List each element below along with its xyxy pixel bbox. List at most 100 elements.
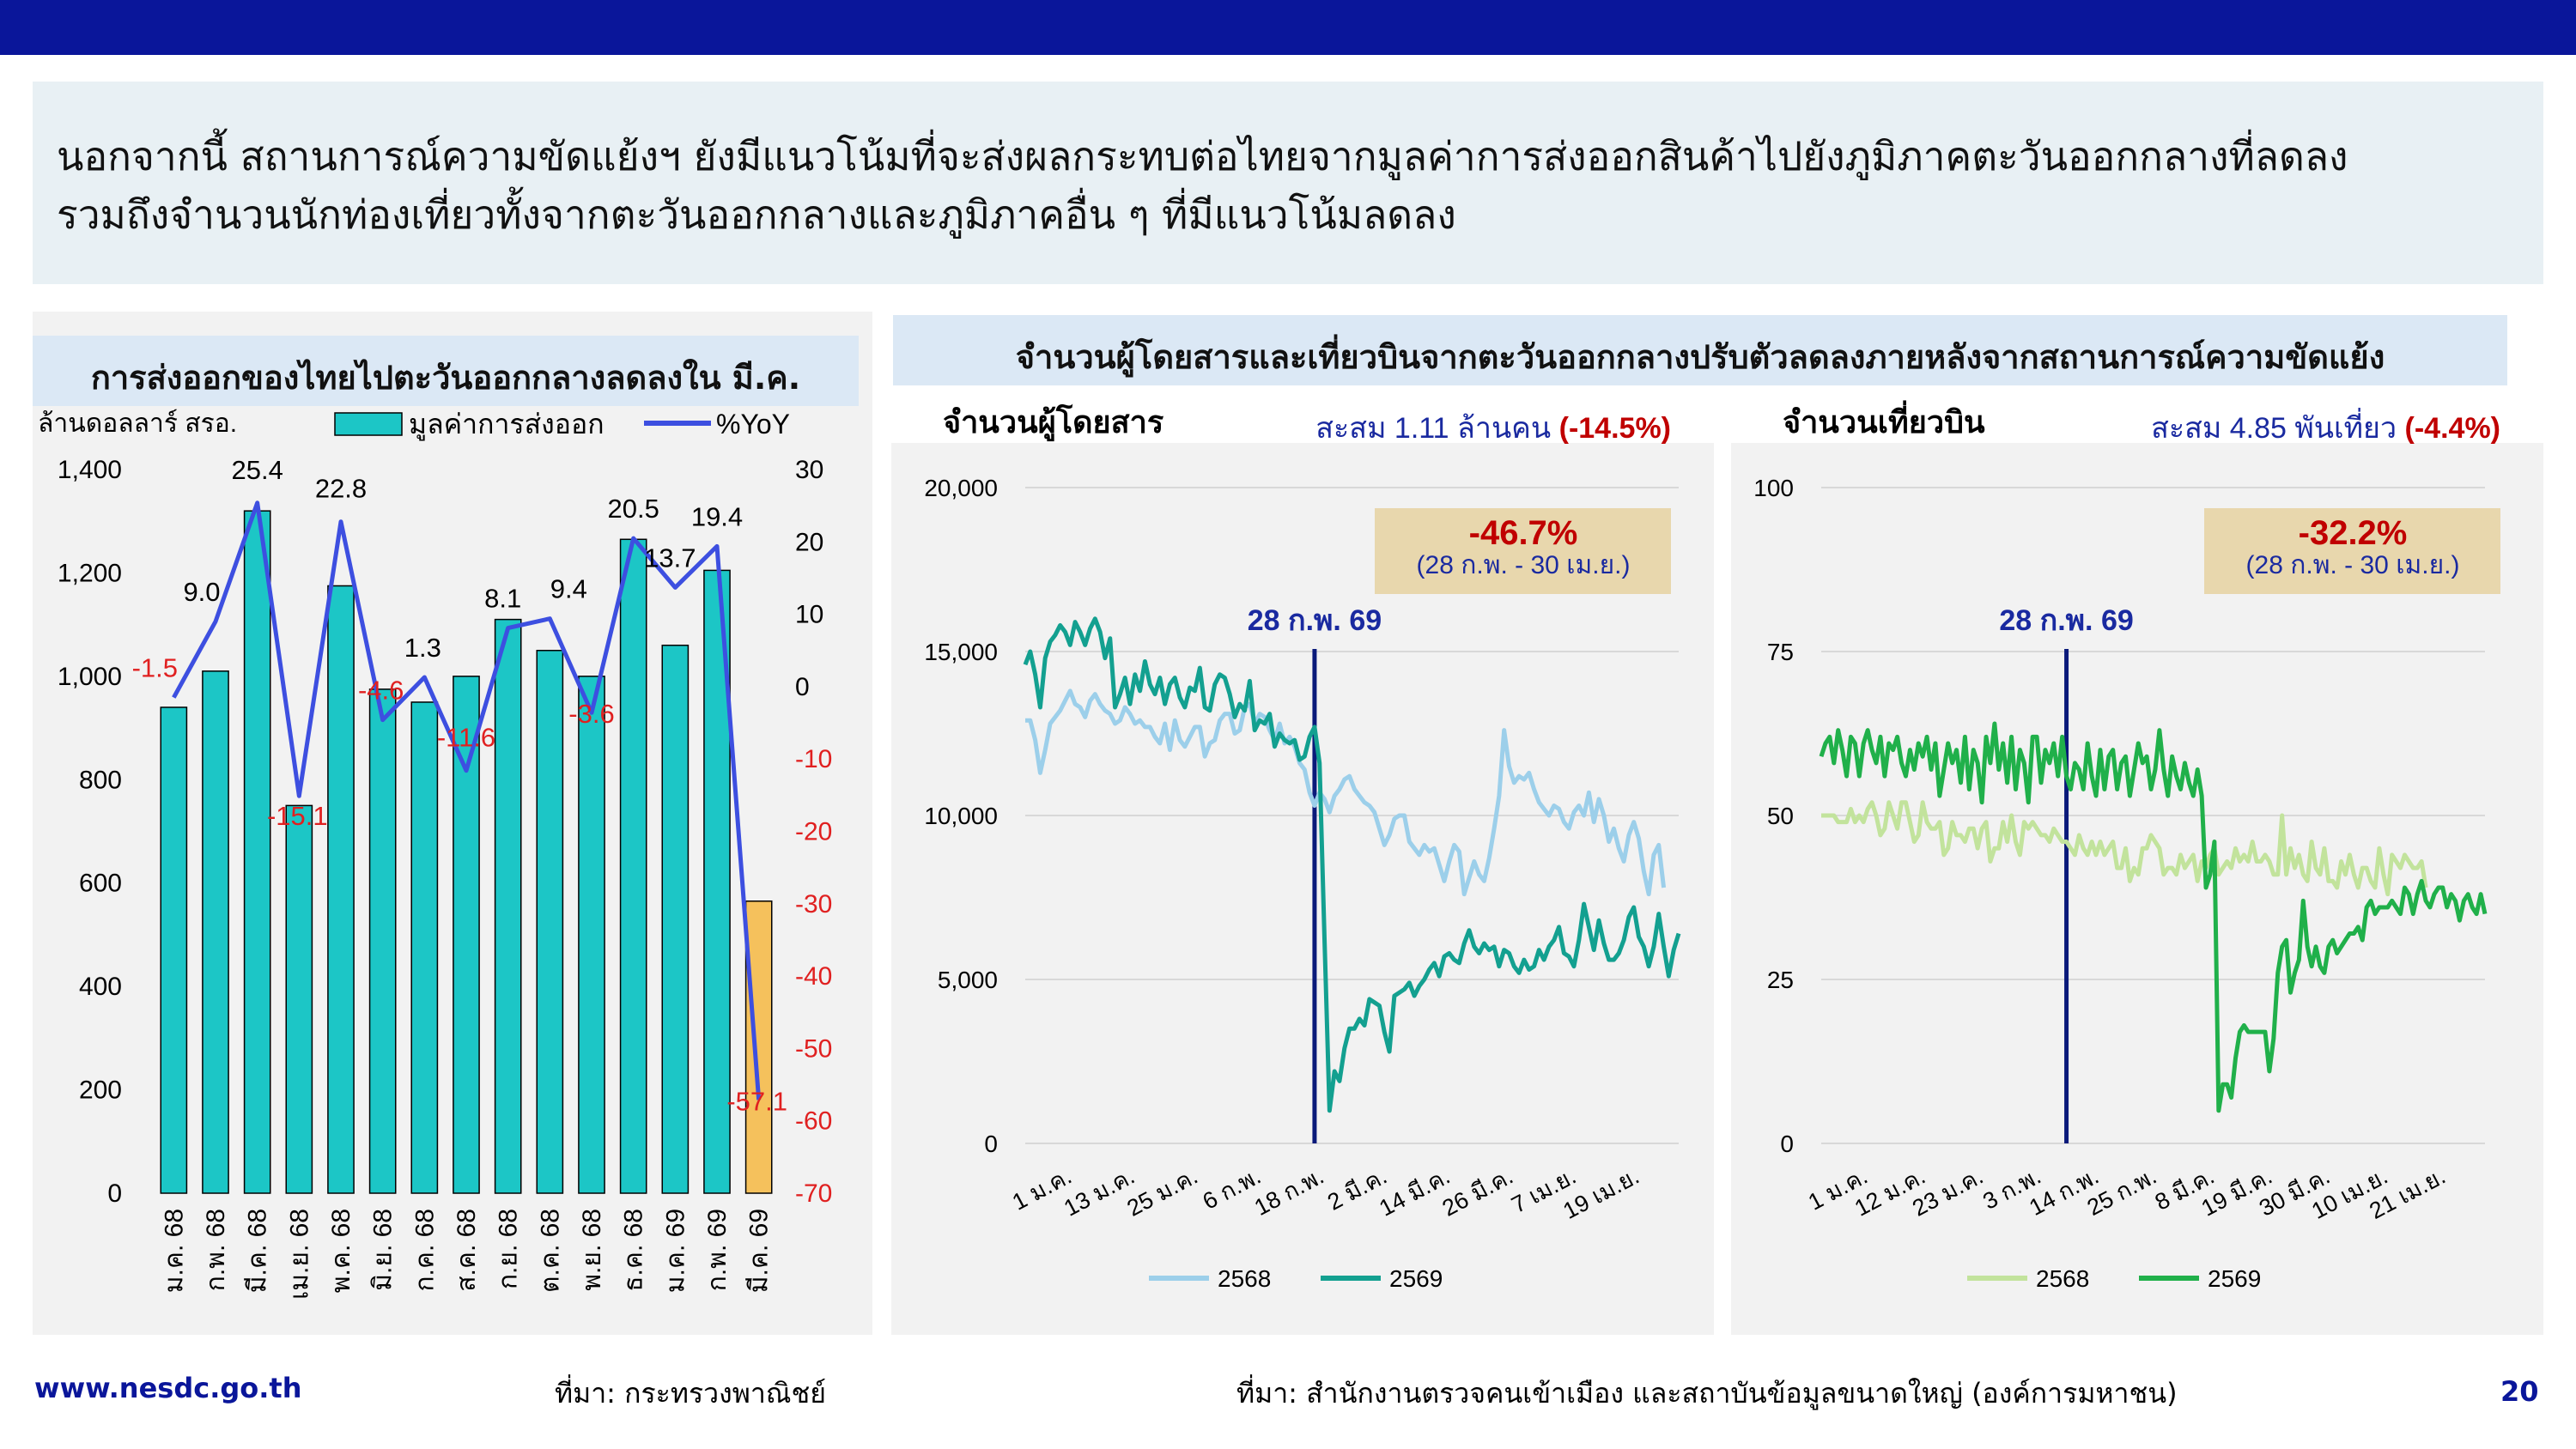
exports-right-tick: -50 xyxy=(795,1034,832,1063)
exports-x-tick: ส.ค. 68 xyxy=(453,1209,481,1292)
footer-url[interactable]: www.nesdc.go.th xyxy=(34,1372,302,1404)
export-bar xyxy=(160,706,188,1194)
flights-chart-panel: จำนวนเที่ยวบิน สะสม 4.85 พันเที่ยว (-4.4%… xyxy=(1731,400,2543,1335)
passengers-chart-svg: จำนวนผู้โดยสาร สะสม 1.11 ล้านคน (-14.5%) 0… xyxy=(924,403,1681,1292)
exports-x-tick: มี.ค. 68 xyxy=(244,1209,272,1293)
export-bar xyxy=(744,900,773,1194)
flights-summary: สะสม 4.85 พันเที่ยว (-4.4%) xyxy=(2151,408,2500,445)
exports-right-tick: -60 xyxy=(795,1107,832,1136)
legend-bar-label: มูลค่าการส่งออก xyxy=(409,409,605,441)
exports-chart-title: การส่งออกของไทยไปตะวันออกกลางลดลงใน มี.ค… xyxy=(90,359,801,397)
passengers-x-tick: 18 ก.พ. xyxy=(1250,1163,1328,1221)
passengers-callout-box xyxy=(1375,508,1671,594)
export-bar xyxy=(243,510,271,1194)
yoy-line xyxy=(172,500,762,1100)
flights-y-tick: 75 xyxy=(1767,639,1794,665)
exports-right-tick: 0 xyxy=(795,673,810,701)
exports-y-axis-label: ล้านดอลลาร์ สรอ. xyxy=(38,409,237,438)
exports-x-tick: เม.ย. 68 xyxy=(285,1209,313,1300)
yoy-data-label: 9.4 xyxy=(550,574,587,604)
yoy-data-label: 13.7 xyxy=(644,543,696,573)
yoy-data-label: 1.3 xyxy=(404,633,441,663)
flights-summary-total: สะสม 4.85 พันเที่ยว xyxy=(2151,408,2404,445)
exports-left-tick: 200 xyxy=(79,1076,122,1105)
exports-x-tick: ก.ย. 68 xyxy=(495,1209,523,1289)
passengers-callout-value: -46.7% xyxy=(1469,514,1578,552)
flights-chart-svg: จำนวนเที่ยวบิน สะสม 4.85 พันเที่ยว (-4.4%… xyxy=(1753,400,2500,1292)
passengers-y-tick: 0 xyxy=(984,1131,998,1157)
export-bar xyxy=(368,688,397,1194)
exports-x-tick: ม.ค. 68 xyxy=(160,1209,188,1293)
flights-y-tick: 25 xyxy=(1767,967,1794,993)
exports-x-tick: ม.ค. 69 xyxy=(661,1209,690,1293)
intro-line-2: รวมถึงจำนวนนักท่องเที่ยวทั้งจากตะวันออกก… xyxy=(57,191,1456,238)
export-bar xyxy=(661,644,690,1194)
flights-y-tick: 0 xyxy=(1780,1131,1794,1157)
exports-right-tick: 30 xyxy=(795,456,823,484)
export-bar xyxy=(327,585,355,1194)
footer-source-left: ที่มา: กระทรวงพาณิชย์ xyxy=(555,1377,826,1410)
exports-x-tick: มี.ค. 69 xyxy=(745,1209,774,1293)
exports-right-tick: -70 xyxy=(795,1179,832,1208)
passengers-y-tick: 15,000 xyxy=(924,639,998,665)
passengers-x-tick: 26 มี.ค. xyxy=(1438,1163,1517,1222)
footer-source-right: ที่มา: สำนักงานตรวจคนเข้าเมือง และสถาบัน… xyxy=(1236,1377,2178,1410)
flights-y-tick: 50 xyxy=(1767,803,1794,829)
intro-line-1: นอกจากนี้ สถานการณ์ความขัดแย้งฯ ยังมีแนว… xyxy=(57,133,2348,179)
export-bar xyxy=(410,701,439,1194)
traffic-charts-title: จำนวนผู้โดยสารและเที่ยวบินจากตะวันออกกลา… xyxy=(1015,338,2385,376)
flights-legend-label: 2568 xyxy=(2036,1265,2089,1292)
export-bar xyxy=(494,618,522,1194)
legend-line-label: %YoY xyxy=(716,409,790,440)
export-bar xyxy=(619,538,647,1194)
export-bar xyxy=(202,670,229,1194)
exports-left-tick: 800 xyxy=(79,766,122,794)
flights-line-2569 xyxy=(1819,721,2488,1113)
flights-line-2568 xyxy=(1821,800,2428,897)
passengers-event-label: 28 ก.พ. 69 xyxy=(1248,604,1382,637)
passengers-legend-label: 2568 xyxy=(1218,1265,1271,1292)
yoy-data-label: -15.1 xyxy=(267,801,328,831)
passengers-legend-label: 2569 xyxy=(1389,1265,1443,1292)
passengers-summary-change: (-14.5%) xyxy=(1559,412,1671,445)
flights-callout-value: -32.2% xyxy=(2299,514,2408,552)
yoy-data-label: 25.4 xyxy=(231,455,283,485)
exports-chart-header: การส่งออกของไทยไปตะวันออกกลางลดลงใน มี.ค… xyxy=(33,336,859,406)
exports-x-tick: ก.ค. 68 xyxy=(410,1209,439,1292)
yoy-data-label: -57.1 xyxy=(726,1086,787,1116)
passengers-callout-period: (28 ก.พ. - 30 เม.ย.) xyxy=(1417,551,1631,579)
exports-left-tick: 1,400 xyxy=(58,456,122,484)
passengers-y-tick: 10,000 xyxy=(924,803,998,829)
passengers-summary-total: สะสม 1.11 ล้านคน xyxy=(1315,412,1558,445)
exports-x-tick: ต.ค. 68 xyxy=(536,1209,564,1293)
passengers-chart-panel: จำนวนผู้โดยสาร สะสม 1.11 ล้านคน (-14.5%) 0… xyxy=(891,403,1714,1335)
passengers-line-2568 xyxy=(1025,688,1667,897)
yoy-data-label: -1.5 xyxy=(132,653,178,683)
traffic-charts-header: จำนวนผู้โดยสารและเที่ยวบินจากตะวันออกกลา… xyxy=(893,315,2507,385)
export-bar xyxy=(578,676,605,1194)
yoy-data-label: 22.8 xyxy=(315,474,367,504)
flights-legend-label: 2569 xyxy=(2208,1265,2261,1292)
exports-left-tick: 0 xyxy=(107,1179,122,1208)
exports-x-tick: ธ.ค. 68 xyxy=(620,1209,648,1292)
exports-x-tick: ก.พ. 69 xyxy=(703,1209,732,1291)
yoy-data-label: 8.1 xyxy=(484,584,521,614)
exports-x-tick: พ.ค. 68 xyxy=(327,1209,355,1293)
passengers-line-2569 xyxy=(1023,616,1681,1113)
exports-x-tick: พ.ย. 68 xyxy=(578,1209,606,1291)
exports-x-tick: มิ.ย. 68 xyxy=(369,1209,398,1291)
passengers-y-tick: 5,000 xyxy=(938,967,998,993)
passengers-x-tick: 14 มี.ค. xyxy=(1375,1163,1454,1222)
yoy-data-label: -11.6 xyxy=(437,723,495,753)
export-bar xyxy=(453,676,480,1194)
flights-callout-box xyxy=(2204,508,2500,594)
exports-chart-panel: การส่งออกของไทยไปตะวันออกกลางลดลงใน มี.ค… xyxy=(33,312,872,1335)
exports-right-tick: -40 xyxy=(795,962,832,991)
exports-chart-svg: ล้านดอลลาร์ สรอ. มูลค่าการส่งออก %YoY02004… xyxy=(38,409,832,1300)
intro-box: นอกจากนี้ สถานการณ์ความขัดแย้งฯ ยังมีแนว… xyxy=(33,82,2543,284)
flights-y-tick: 100 xyxy=(1753,475,1794,501)
yoy-data-label: -4.6 xyxy=(358,676,404,706)
export-bar xyxy=(536,650,564,1194)
yoy-data-label: 9.0 xyxy=(183,577,220,607)
legend-bar-swatch xyxy=(334,412,403,436)
